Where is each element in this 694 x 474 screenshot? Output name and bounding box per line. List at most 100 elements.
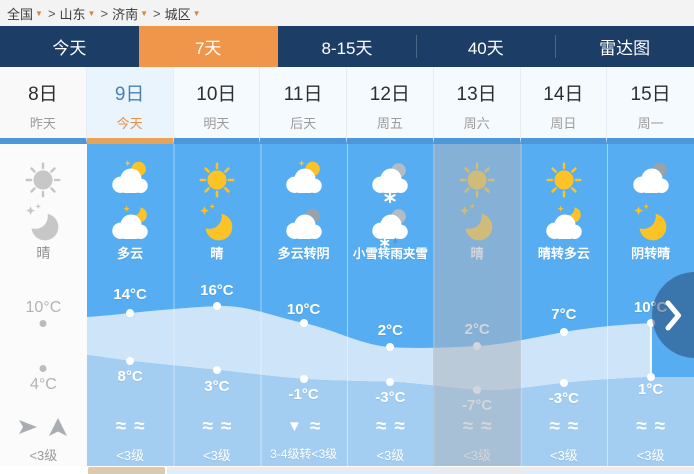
low-temp-label: 4°C: [29, 376, 57, 393]
high-temp-label: 2°C: [464, 321, 490, 338]
breadcrumb-separator: >: [47, 5, 56, 21]
breadcrumb-separator: >: [100, 5, 109, 21]
forecast-column-day12[interactable]: 小雪转雨夹雪 2°C -3°C ≈ ≈ <3级: [347, 144, 434, 466]
date-number: 8日: [28, 84, 58, 105]
snow-cloud-icon: [367, 157, 413, 203]
high-temp-label: 14°C: [113, 286, 147, 303]
breadcrumb-item-country[interactable]: 全国 ▼: [7, 4, 44, 23]
wind-icons: ≈ ≈: [174, 414, 261, 440]
tab-today[interactable]: 今天: [52, 39, 87, 58]
cloud-overcast-icon: [628, 157, 674, 203]
date-cell-14[interactable]: 14日 周日: [520, 67, 608, 144]
date-number: 9日: [114, 84, 145, 105]
date-cell-9-today[interactable]: 9日今天: [86, 67, 174, 144]
forecast-column-day9[interactable]: 多云 14°C 8°C ≈ ≈ <3级: [87, 144, 174, 466]
wind-level-label: 3-4级转<3级: [270, 447, 338, 461]
high-temp-label: 7°C: [551, 306, 577, 323]
wind-level-label: <3级: [202, 448, 231, 463]
date-cell-8[interactable]: 8日昨天: [0, 67, 87, 144]
high-temp-label: 10°C: [25, 299, 62, 316]
date-number: 15日: [630, 84, 671, 105]
date-day-label: 明天: [203, 116, 230, 131]
forecast-body: 晴 10°C 4°C <3级 多云 14°C 8°C ≈ ≈ <3级: [0, 144, 694, 466]
date-day-label: 周五: [376, 116, 403, 131]
breadcrumb-label: 全国: [7, 6, 34, 22]
condition-label: 晴: [36, 245, 51, 261]
waves-icon: ≈: [481, 416, 492, 437]
wind-level-label: <3级: [636, 448, 665, 463]
tab-radar[interactable]: 雷达图: [555, 26, 694, 67]
chevron-right-icon: [665, 300, 681, 331]
wind-arrow-up-icon: [49, 418, 68, 436]
waves-icon: ≈: [202, 416, 213, 437]
forecast-column-day13[interactable]: 晴 2°C -7°C ≈ ≈ <3级: [434, 144, 521, 466]
tab-40day[interactable]: 40天: [416, 26, 555, 67]
date-day-label: 周六: [463, 116, 490, 131]
dropdown-arrow-icon[interactable]: ▼: [35, 9, 43, 18]
tab-8-15day[interactable]: 8-15天: [321, 39, 373, 58]
condition-label: 晴转多云: [537, 246, 590, 261]
breadcrumb-item-city[interactable]: 济南 ▼: [112, 4, 149, 23]
date-day-label: 今天: [116, 116, 143, 131]
wind-icons: ≈ ≈: [521, 414, 608, 440]
date-day-label: 后天: [290, 116, 317, 131]
date-number: 13日: [456, 84, 497, 105]
breadcrumb-item-district[interactable]: 城区 ▼: [165, 4, 202, 23]
condition-label: 小雪转雨夹雪: [352, 247, 428, 261]
date-cell-15[interactable]: 15日 周一: [607, 67, 694, 144]
waves-icon: ≈: [309, 416, 321, 437]
forecast-column-day10[interactable]: 晴 16°C 3°C ≈ ≈ <3级: [174, 144, 261, 466]
high-temp-label: 16°C: [200, 282, 234, 299]
waves-icon: ≈: [134, 416, 145, 437]
date-day-label: 昨天: [29, 116, 56, 131]
date-number: 14日: [543, 84, 584, 105]
date-strip: 8日 昨天 9日 今天 10日 明天 11日 后天 12日 周五 13日 周六 14日 周日 …: [0, 67, 694, 144]
date-number: 10日: [196, 84, 237, 105]
sun-icon: [454, 157, 500, 203]
waves-icon: ≈: [462, 416, 474, 437]
condition-label: 多云: [117, 246, 144, 261]
waves-icon: ≈: [375, 416, 387, 437]
sun-icon: [541, 157, 587, 203]
forecast-column-day15[interactable]: 阴转晴 10°C 1°C ≈ ≈ <3级: [607, 144, 694, 466]
wind-icons: ≈ ≈: [87, 414, 174, 440]
dropdown-arrow-icon[interactable]: ▼: [140, 9, 148, 18]
wind-level-label: <3级: [463, 448, 492, 463]
wind-icons: [0, 414, 87, 440]
high-temp-label: 10°C: [633, 299, 668, 316]
dropdown-arrow-icon[interactable]: ▼: [192, 9, 201, 18]
sun-icon: [194, 157, 240, 203]
high-temp-label: 2°C: [377, 322, 403, 339]
wind-arrow-right-icon: [19, 420, 38, 434]
forecast-column-day14[interactable]: 晴转多云 7°C -3°C ≈ ≈ <3级: [521, 144, 608, 466]
sun-gray-icon: [20, 157, 66, 203]
waves-icon: ≈: [394, 416, 405, 437]
wind-icons: ≈ ≈: [434, 414, 521, 440]
breadcrumb-label: 济南: [112, 6, 139, 22]
date-number: 11日: [283, 84, 323, 105]
breadcrumb-item-province[interactable]: 山东 ▼: [60, 4, 97, 23]
low-temp-label: 3°C: [204, 378, 230, 395]
forecast-column-day8[interactable]: 晴 10°C 4°C <3级: [0, 144, 87, 466]
date-cell-13[interactable]: 13日周六: [433, 67, 521, 144]
low-temp-label: -3°C: [548, 390, 579, 407]
date-cell-11[interactable]: 11日后天: [260, 67, 347, 144]
date-cell-10[interactable]: 10日明天: [173, 67, 261, 144]
forecast-tabs: 今天 7天 8-15天 40天 雷达图: [0, 26, 694, 67]
low-temp-label: 8°C: [117, 368, 143, 385]
condition-label: 多云转阴: [277, 246, 330, 261]
date-number: 12日: [369, 84, 410, 105]
tab-7day[interactable]: 7天: [138, 26, 278, 67]
high-temp-dot: [39, 320, 47, 327]
waves-icon: ≈: [567, 416, 579, 437]
waves-icon: ≈: [220, 416, 232, 437]
forecast-column-day11[interactable]: 多云转阴 10°C -1°C ▼ ≈ 3-4级转<3级: [260, 144, 347, 466]
breadcrumb: 全国 ▼ > 山东 ▼ > 济南 ▼ > 城区 ▼: [0, 0, 694, 26]
wind-icons: ▼ ≈: [260, 414, 347, 440]
dropdown-arrow-icon[interactable]: ▼: [87, 9, 96, 18]
wind-icons: ≈ ≈: [607, 414, 694, 440]
date-cell-12[interactable]: 12日周五: [347, 67, 434, 144]
wind-level-label: <3级: [549, 448, 578, 463]
low-temp-label: 1°C: [638, 381, 664, 398]
waves-icon: ≈: [115, 416, 127, 437]
